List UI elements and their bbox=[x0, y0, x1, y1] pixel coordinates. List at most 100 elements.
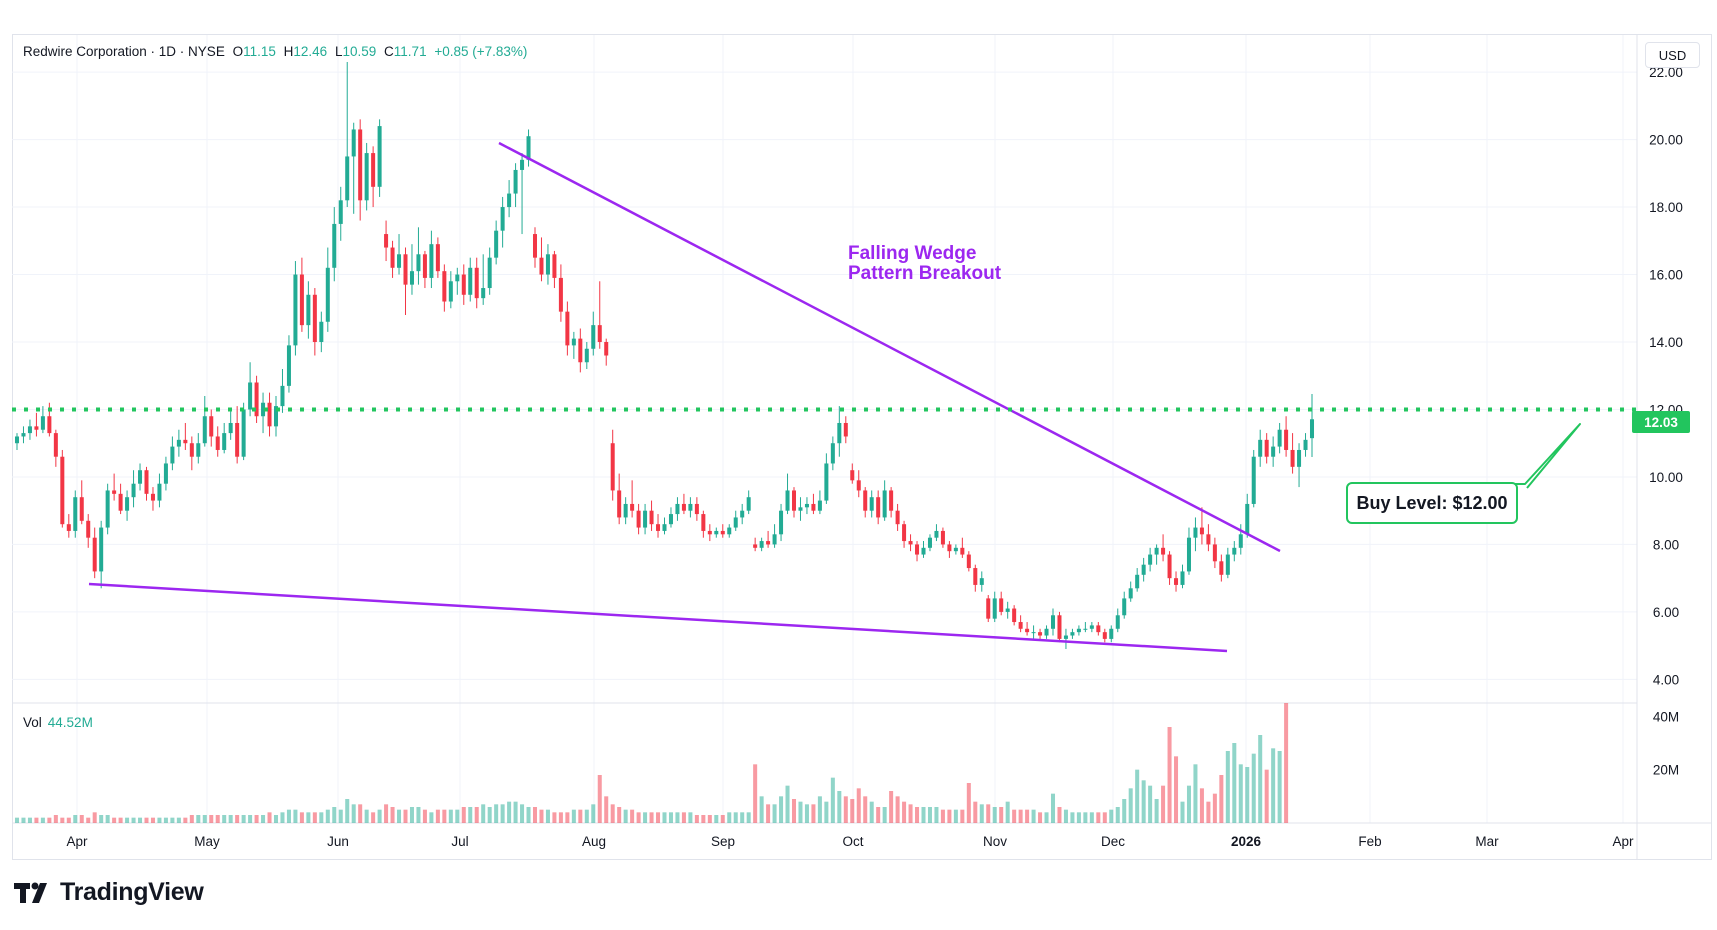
volume-bar bbox=[578, 809, 583, 823]
candle-body bbox=[513, 169, 518, 194]
candle-body bbox=[863, 490, 868, 511]
candle-body bbox=[1284, 429, 1289, 450]
candle-body bbox=[215, 436, 220, 450]
candle-body bbox=[979, 578, 984, 585]
volume-bar bbox=[688, 812, 693, 823]
candle-body bbox=[1212, 544, 1217, 562]
candle-body bbox=[338, 200, 343, 224]
volume-bar bbox=[248, 815, 253, 823]
tradingview-logo-text: TradingView bbox=[60, 878, 204, 906]
candle-body bbox=[915, 544, 920, 555]
candle-body bbox=[520, 159, 525, 170]
tradingview-logo[interactable]: TradingView bbox=[14, 878, 204, 907]
volume-bar bbox=[79, 815, 84, 823]
candle-body bbox=[209, 416, 214, 437]
candle-body bbox=[1206, 534, 1211, 545]
volume-bar bbox=[1206, 801, 1211, 823]
candle-body bbox=[280, 385, 285, 407]
volume-bar bbox=[843, 796, 848, 823]
volume-bar bbox=[668, 812, 673, 823]
volume-bar bbox=[481, 804, 486, 823]
high-value: 12.46 bbox=[293, 44, 328, 59]
high-label: H bbox=[283, 44, 294, 59]
candle-body bbox=[999, 598, 1004, 612]
candle-body bbox=[66, 524, 71, 531]
candle-body bbox=[1044, 628, 1049, 636]
candle-body bbox=[837, 422, 842, 444]
candle-body bbox=[1096, 625, 1101, 633]
candle-body bbox=[79, 497, 84, 521]
volume-bar bbox=[1038, 812, 1043, 823]
volume-bar bbox=[643, 812, 648, 823]
candle-body bbox=[1225, 554, 1230, 575]
volume-bar bbox=[1031, 809, 1036, 823]
candle-body bbox=[876, 497, 881, 518]
close-value: 11.71 bbox=[393, 44, 427, 59]
candle-body bbox=[1038, 632, 1043, 636]
volume-bar bbox=[1212, 793, 1217, 823]
candle-body bbox=[798, 507, 803, 511]
candle-body bbox=[60, 456, 65, 525]
candle-body bbox=[86, 520, 91, 538]
volume-bar bbox=[863, 796, 868, 823]
candle-body bbox=[662, 524, 667, 531]
volume-bar bbox=[791, 799, 797, 823]
candle-body bbox=[1297, 449, 1302, 467]
volume-bar bbox=[222, 815, 227, 823]
volume-bar bbox=[144, 817, 149, 823]
volume-bar bbox=[299, 812, 304, 823]
candle-body bbox=[273, 406, 279, 427]
volume-bar bbox=[927, 807, 932, 823]
volume-bar bbox=[1271, 748, 1276, 823]
candle-body bbox=[1186, 537, 1191, 572]
candle-body bbox=[442, 271, 447, 302]
candle-body bbox=[468, 267, 473, 295]
volume-bar bbox=[746, 812, 751, 823]
y-tick-label: 16.00 bbox=[1649, 268, 1683, 283]
volume-bar bbox=[1135, 769, 1140, 823]
candle-body bbox=[610, 443, 615, 491]
candle-body bbox=[558, 277, 563, 312]
candle-body bbox=[1309, 419, 1315, 439]
volume-bar bbox=[455, 809, 460, 823]
volume-bar bbox=[707, 815, 712, 823]
volume-bar bbox=[727, 812, 732, 823]
volume-bar bbox=[610, 804, 615, 823]
volume-bar bbox=[1050, 793, 1056, 823]
candle-body bbox=[494, 230, 499, 258]
volume-bar bbox=[228, 815, 233, 823]
candle-body bbox=[597, 325, 602, 343]
candle-body bbox=[1141, 564, 1146, 575]
volume-bar bbox=[591, 804, 596, 823]
currency-button[interactable]: USD bbox=[1645, 42, 1700, 68]
volume-bar bbox=[1258, 735, 1263, 823]
candle-body bbox=[1219, 561, 1224, 575]
volume-bar bbox=[196, 815, 201, 823]
volume-bar bbox=[532, 807, 538, 823]
volume-bar bbox=[209, 815, 214, 823]
volume-bar bbox=[397, 809, 402, 823]
volume-bar bbox=[1096, 812, 1101, 823]
candle-body bbox=[779, 510, 784, 535]
candle-body bbox=[895, 510, 900, 525]
volume-bar bbox=[824, 801, 829, 823]
candle-body bbox=[966, 554, 971, 569]
wedge-annotation: Falling Wedge Pattern Breakout bbox=[848, 244, 1001, 284]
candle-body bbox=[306, 294, 311, 326]
volume-bar bbox=[500, 804, 505, 823]
candle-body bbox=[345, 156, 350, 201]
candle-body bbox=[843, 422, 848, 437]
volume-bar bbox=[1161, 785, 1166, 823]
volume-bar bbox=[1238, 764, 1243, 823]
volume-bar bbox=[1044, 812, 1049, 823]
volume-bar bbox=[1251, 753, 1256, 823]
volume-bar bbox=[1277, 751, 1282, 823]
volume-bar bbox=[261, 815, 266, 823]
volume-bar bbox=[189, 815, 194, 823]
volume-bar bbox=[364, 809, 369, 823]
volume-bar bbox=[118, 817, 123, 823]
volume-label: Vol bbox=[23, 715, 42, 730]
candle-body bbox=[921, 547, 926, 555]
volume-bar bbox=[921, 807, 926, 823]
volume-bar bbox=[507, 801, 512, 823]
